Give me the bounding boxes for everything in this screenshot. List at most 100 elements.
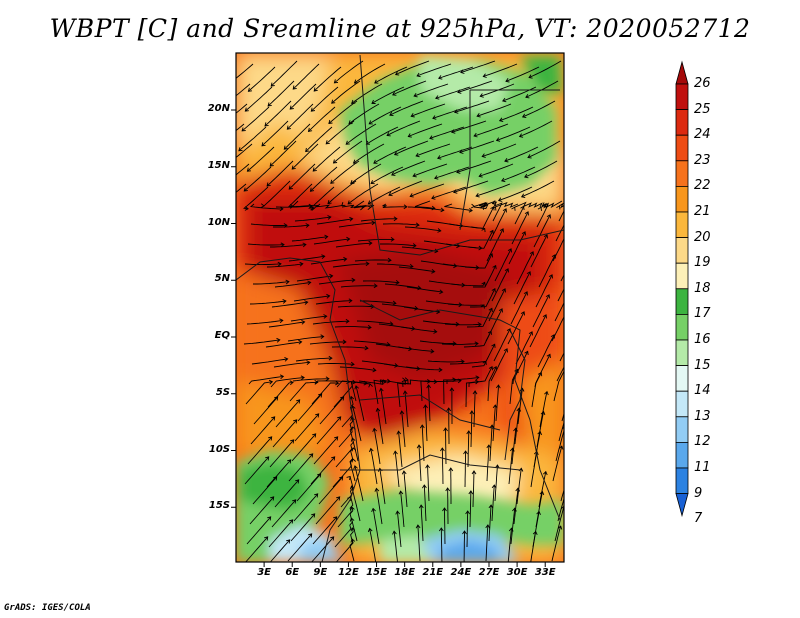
streamline-arrow xyxy=(480,304,485,309)
streamline xyxy=(472,470,475,508)
streamline-arrow xyxy=(545,294,550,299)
streamline-arrow xyxy=(490,206,495,211)
streamline-arrow xyxy=(247,87,253,92)
streamline-arrow xyxy=(346,236,351,242)
streamline xyxy=(372,508,380,545)
streamline xyxy=(354,63,386,84)
streamline xyxy=(388,180,423,196)
streamline-arrow xyxy=(346,475,351,481)
streamline-arrow xyxy=(289,204,294,209)
streamline-arrow xyxy=(407,133,412,138)
streamline xyxy=(427,360,465,363)
streamline xyxy=(252,476,278,505)
streamline xyxy=(516,251,534,285)
streamline xyxy=(288,453,314,482)
streamline xyxy=(349,527,355,562)
colorbar-level-label: 9 xyxy=(694,485,703,501)
streamline-arrow xyxy=(457,89,462,94)
streamline-arrow xyxy=(541,202,547,207)
streamline-arrow xyxy=(569,209,573,213)
streamline xyxy=(427,464,430,502)
streamline xyxy=(352,405,362,442)
streamline-arrow xyxy=(261,142,266,147)
streamline xyxy=(405,366,442,371)
streamline xyxy=(489,208,507,242)
streamline xyxy=(491,268,509,302)
streamline xyxy=(447,303,485,306)
colorbar-swatch xyxy=(675,288,689,315)
streamline xyxy=(530,531,537,562)
x-tick-label: 15E xyxy=(366,567,387,578)
streamline-arrow xyxy=(433,329,438,334)
streamline-arrow xyxy=(284,356,289,362)
streamline-arrow xyxy=(518,133,524,138)
border-line-north xyxy=(359,54,564,256)
fill-northeast-dark xyxy=(520,56,562,95)
streamline xyxy=(291,433,317,462)
streamline xyxy=(266,459,292,488)
streamline xyxy=(249,203,283,210)
streamline xyxy=(274,281,311,288)
streamline xyxy=(334,60,364,84)
streamline-arrow xyxy=(507,248,512,253)
streamline-arrow xyxy=(417,285,422,291)
colorbar-swatch xyxy=(675,441,689,469)
streamline-arrow xyxy=(468,207,473,213)
streamline xyxy=(315,300,352,305)
streamline xyxy=(318,476,344,505)
streamline xyxy=(419,340,456,345)
streamline-arrow xyxy=(571,269,575,273)
streamline xyxy=(333,140,363,164)
streamline-arrow xyxy=(364,345,369,351)
streamline xyxy=(334,518,353,548)
streamline-arrow xyxy=(349,216,354,222)
streamline-arrow xyxy=(387,257,392,263)
streamline-arrow xyxy=(298,339,303,345)
streamline xyxy=(508,448,514,485)
streamline-arrow xyxy=(528,74,533,79)
streamline-arrow xyxy=(557,525,563,530)
streamline-arrow xyxy=(353,465,358,470)
streamline-arrow xyxy=(391,171,396,176)
fill-southwest-dark-green xyxy=(240,462,310,510)
streamline xyxy=(328,100,358,124)
streamline xyxy=(246,516,272,545)
colorbar-bottom-arrow xyxy=(675,493,689,518)
streamline xyxy=(236,163,250,176)
streamline-arrow xyxy=(475,375,480,381)
streamline xyxy=(470,206,495,229)
streamline xyxy=(513,271,531,305)
streamline xyxy=(270,244,306,248)
streamline-arrow xyxy=(435,95,440,100)
streamline xyxy=(504,146,539,162)
streamline-arrow xyxy=(463,450,468,455)
streamline-arrow xyxy=(501,288,506,293)
streamline-arrow xyxy=(352,159,358,164)
streamline xyxy=(311,536,335,562)
streamline xyxy=(340,285,378,288)
streamline-arrow xyxy=(422,484,427,489)
streamline xyxy=(291,236,328,242)
streamline-arrow xyxy=(348,120,353,125)
streamline-arrow xyxy=(502,97,507,103)
streamline xyxy=(392,80,427,96)
streamline-arrow xyxy=(390,237,395,242)
streamline xyxy=(411,103,446,117)
streamline xyxy=(560,488,564,502)
streamline-arrow xyxy=(423,404,428,409)
x-tick-label: 21E xyxy=(422,567,444,578)
streamline xyxy=(420,505,424,542)
streamline-arrow xyxy=(495,384,501,389)
streamline-arrow xyxy=(354,385,359,390)
streamline-arrow xyxy=(290,439,295,444)
streamline-arrow xyxy=(488,365,494,371)
streamline xyxy=(312,186,335,209)
streamline xyxy=(531,372,542,408)
streamline-arrow xyxy=(437,155,442,160)
streamline xyxy=(273,224,309,228)
streamline-arrow xyxy=(430,348,435,354)
streamline-arrow xyxy=(556,205,561,210)
coastline-borders xyxy=(236,54,564,562)
streamline xyxy=(492,405,496,442)
chart-title: WBPT [C] and Sreamline at 925hPa, VT: 20… xyxy=(49,14,751,43)
